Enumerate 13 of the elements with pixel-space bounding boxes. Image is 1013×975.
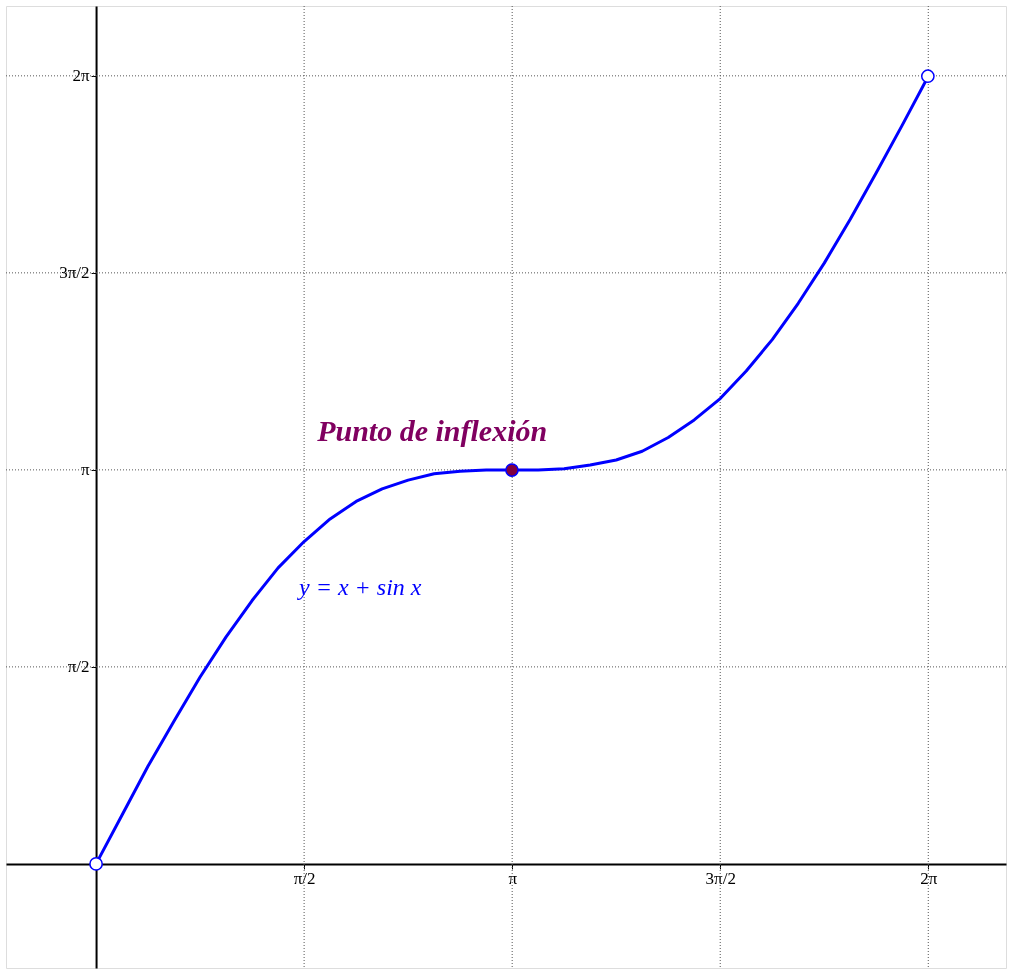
y-tick-label: π bbox=[80, 460, 90, 480]
point bbox=[920, 69, 935, 84]
y-tick-label: 2π bbox=[72, 66, 90, 86]
point bbox=[505, 463, 519, 477]
x-tick-label: 2π bbox=[920, 869, 938, 889]
annotation: Punto de inflexión bbox=[316, 413, 548, 447]
y-tick-label: 3π/2 bbox=[59, 263, 90, 283]
x-tick-label: 3π/2 bbox=[705, 869, 736, 889]
x-tick-label: π bbox=[508, 869, 518, 889]
y-tick-label: π/2 bbox=[67, 657, 90, 677]
annotation: y = x + sin x bbox=[297, 574, 422, 601]
x-tick-label: π/2 bbox=[293, 869, 316, 889]
point bbox=[89, 857, 103, 871]
